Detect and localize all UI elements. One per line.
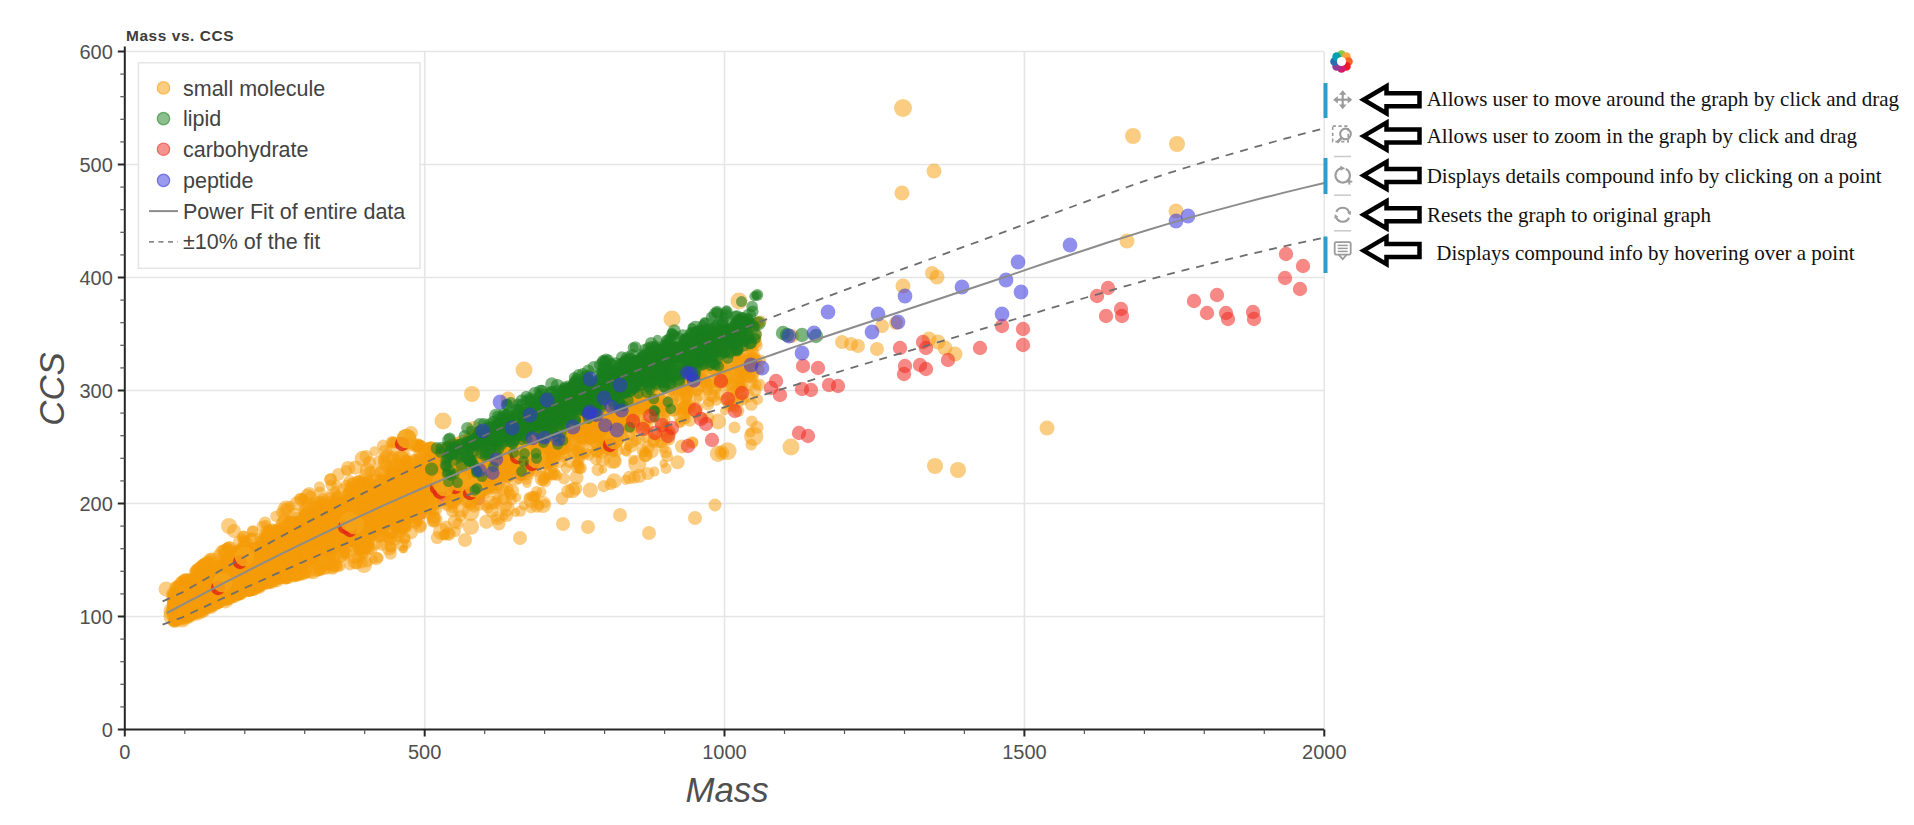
svg-text:Displays compound info by hove: Displays compound info by hovering over … <box>1436 241 1854 265</box>
svg-text:500: 500 <box>408 741 441 763</box>
svg-text:Resets the graph to original g: Resets the graph to original graph <box>1427 203 1712 227</box>
svg-text:peptide: peptide <box>183 169 254 193</box>
svg-text:1000: 1000 <box>702 741 747 763</box>
svg-text:CCS: CCS <box>32 352 71 425</box>
svg-text:2000: 2000 <box>1302 741 1347 763</box>
svg-text:100: 100 <box>79 606 112 628</box>
svg-text:Mass vs. CCS: Mass vs. CCS <box>126 27 234 44</box>
svg-text:500: 500 <box>79 154 112 176</box>
svg-text:400: 400 <box>79 267 112 289</box>
svg-text:lipid: lipid <box>183 107 221 131</box>
svg-text:Displays details compound info: Displays details compound info by clicki… <box>1427 164 1882 188</box>
svg-text:300: 300 <box>79 380 112 402</box>
svg-text:1500: 1500 <box>1002 741 1047 763</box>
svg-text:0: 0 <box>119 741 130 763</box>
svg-text:small molecule: small molecule <box>183 77 325 101</box>
svg-text:200: 200 <box>79 493 112 515</box>
svg-text:Power Fit of entire data: Power Fit of entire data <box>183 200 405 224</box>
svg-text:carbohydrate: carbohydrate <box>183 138 309 162</box>
svg-text:Allows user to move around the: Allows user to move around the graph by … <box>1427 87 1900 111</box>
svg-text:0: 0 <box>102 719 113 741</box>
svg-text:±10% of the fit: ±10% of the fit <box>183 230 320 254</box>
svg-text:Mass: Mass <box>685 770 768 809</box>
svg-text:600: 600 <box>79 41 112 63</box>
svg-text:Allows user to zoom in the gra: Allows user to zoom in the graph by clic… <box>1427 124 1858 148</box>
